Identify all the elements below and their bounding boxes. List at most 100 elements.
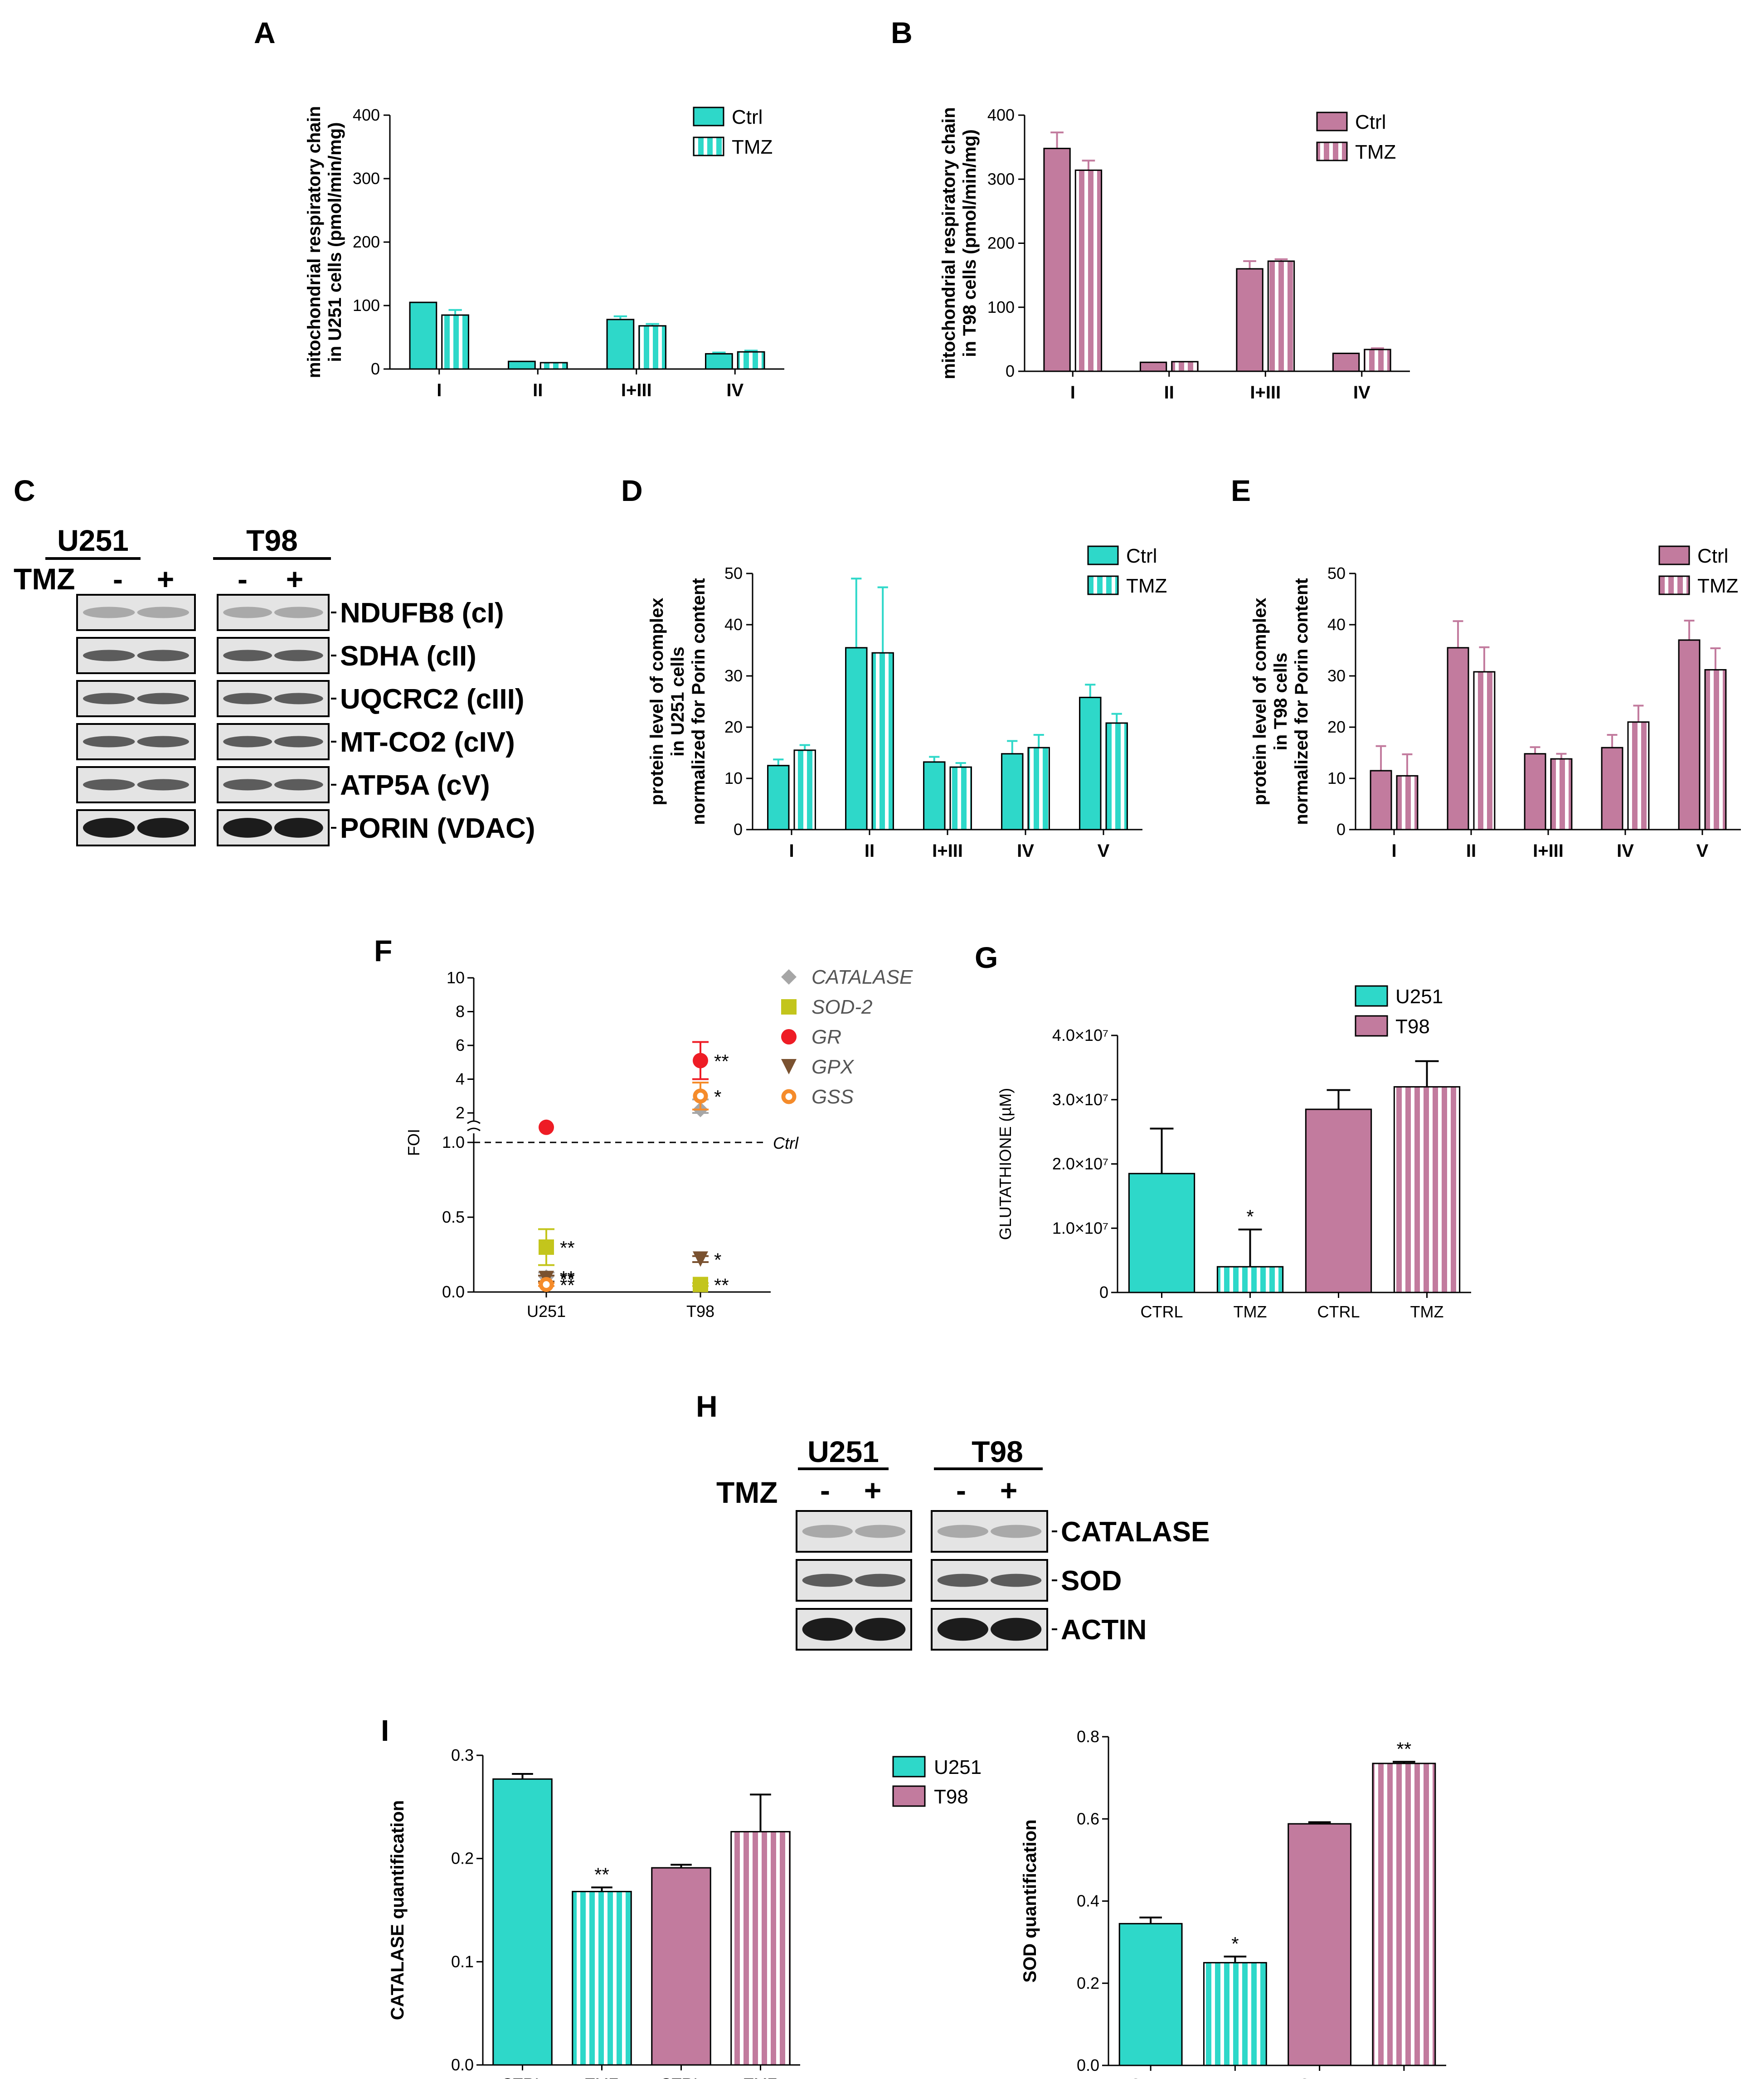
panel-label-a: A <box>254 16 276 49</box>
data-point <box>693 1088 708 1104</box>
blot-protein-label: UQCRC2 (cIII) <box>340 684 524 715</box>
blot-band <box>83 607 135 618</box>
data-point <box>781 1029 797 1044</box>
x-category-label: CTRL <box>1140 1302 1183 1321</box>
y-tick-label: 20 <box>724 718 743 736</box>
data-point <box>693 1053 708 1069</box>
blot-h-lane-sign: + <box>1000 1473 1018 1507</box>
y-tick-label: 0 <box>1099 1283 1108 1302</box>
blot-band <box>223 736 272 748</box>
bar <box>651 1867 711 2066</box>
blot-band <box>223 818 272 838</box>
y-tick-label: 300 <box>987 170 1015 188</box>
legend-label: GR <box>812 1026 841 1048</box>
x-category-label: TMZ <box>744 2075 778 2079</box>
x-category-label: IV <box>1617 841 1634 861</box>
legend-label: T98 <box>1395 1015 1430 1038</box>
chart-i-right: 0.0 0.2 0.4 0.6 0.8 CTRL * TMZ CTRL ** TMZ SOD quan… <box>1020 1727 1446 2079</box>
bar <box>409 301 437 370</box>
y-tick-label: 100 <box>987 298 1015 316</box>
bar <box>1627 721 1650 831</box>
y-tick-label: 0.3 <box>451 1746 474 1764</box>
blot-band <box>137 607 189 618</box>
bar <box>1704 669 1727 831</box>
blot-band <box>937 1618 988 1641</box>
x-category-label: TMZ <box>1387 2075 1421 2079</box>
blot-band <box>83 650 135 661</box>
blot-band <box>937 1574 988 1587</box>
significance-marker: ** <box>560 1237 575 1258</box>
blot-c-lane-sign: + <box>286 562 304 596</box>
bar <box>1128 1173 1195 1293</box>
blot-band <box>274 693 323 704</box>
x-category-label: I <box>437 380 442 400</box>
y-tick-label: 0.0 <box>442 1282 465 1301</box>
blot-band <box>274 779 323 791</box>
blot-band <box>223 693 272 704</box>
blot-band <box>991 1525 1042 1538</box>
data-point <box>693 1277 708 1292</box>
bar <box>1396 775 1419 831</box>
x-category-label: CTRL <box>1129 2075 1172 2079</box>
y-axis-label: in T98 cells (pmol/min/mg) <box>960 129 980 357</box>
data-point <box>781 1089 797 1104</box>
blot-band <box>83 779 135 791</box>
y-tick-label: 0.2 <box>451 1849 474 1868</box>
data-point <box>539 1119 554 1135</box>
blot-band <box>223 779 272 791</box>
significance-marker: ** <box>714 1051 729 1072</box>
blot-band <box>991 1574 1042 1587</box>
x-category-label: I <box>789 841 794 861</box>
western-blot-c: U251 T98 TMZ - + - + NDUFB8 (cI) SDHA (cI… <box>14 524 535 846</box>
legend-label: TMZ <box>732 136 773 158</box>
blot-band <box>223 650 272 661</box>
legend-i-label-u251: U251 <box>934 1756 982 1778</box>
legend-swatch <box>693 107 724 126</box>
bar <box>1139 361 1167 372</box>
y-axis-label: in U251 cells <box>668 646 688 756</box>
x-category-label: CTRL <box>501 2075 544 2079</box>
legend-i-label-t98: T98 <box>934 1786 968 1808</box>
blot-band <box>83 736 135 748</box>
blot-protein-label: PORIN (VDAC) <box>340 813 535 844</box>
y-tick-label: 40 <box>1327 615 1346 634</box>
bar <box>1601 747 1623 831</box>
bar <box>572 1891 632 2066</box>
blot-c-lane-sign: - <box>238 562 248 596</box>
bar <box>638 325 666 370</box>
bar <box>737 351 765 370</box>
panel-label-h: H <box>696 1389 718 1423</box>
y-tick-label: 0 <box>1336 820 1346 839</box>
bar <box>1393 1086 1461 1293</box>
x-category-label: TMZ <box>1410 1302 1444 1321</box>
bar <box>1001 753 1024 831</box>
legend-label: Ctrl <box>1126 545 1157 567</box>
x-category-label: II <box>533 380 543 400</box>
y-tick-label: 0.0 <box>1077 2056 1099 2074</box>
blot-h-lane-sign: - <box>956 1473 966 1507</box>
blot-band <box>855 1574 906 1587</box>
bar <box>1105 722 1128 831</box>
bar <box>1079 696 1102 831</box>
bar <box>1027 747 1050 831</box>
bar <box>539 362 568 370</box>
y-tick-label: 0.4 <box>1077 1892 1099 1910</box>
blot-band <box>83 818 135 838</box>
blot-band <box>274 607 323 618</box>
bar <box>1074 169 1103 372</box>
bar <box>1305 1108 1372 1293</box>
y-axis-label: SOD quantification <box>1020 1820 1040 1983</box>
y-tick-label: 0.5 <box>442 1208 465 1226</box>
y-tick-label: 0.1 <box>451 1952 474 1971</box>
y-tick-label: 4.0×10⁷ <box>1052 1026 1108 1044</box>
blot-band <box>137 650 189 661</box>
significance-marker: ** <box>560 1268 575 1290</box>
x-category-label: TMZ <box>1218 2075 1252 2079</box>
legend-label: CATALASE <box>812 966 913 988</box>
blot-band <box>274 650 323 661</box>
blot-protein-label: NDUFB8 (cI) <box>340 597 504 629</box>
bar <box>492 1778 553 2066</box>
y-tick-label: 50 <box>724 564 743 583</box>
blot-band <box>802 1525 853 1538</box>
